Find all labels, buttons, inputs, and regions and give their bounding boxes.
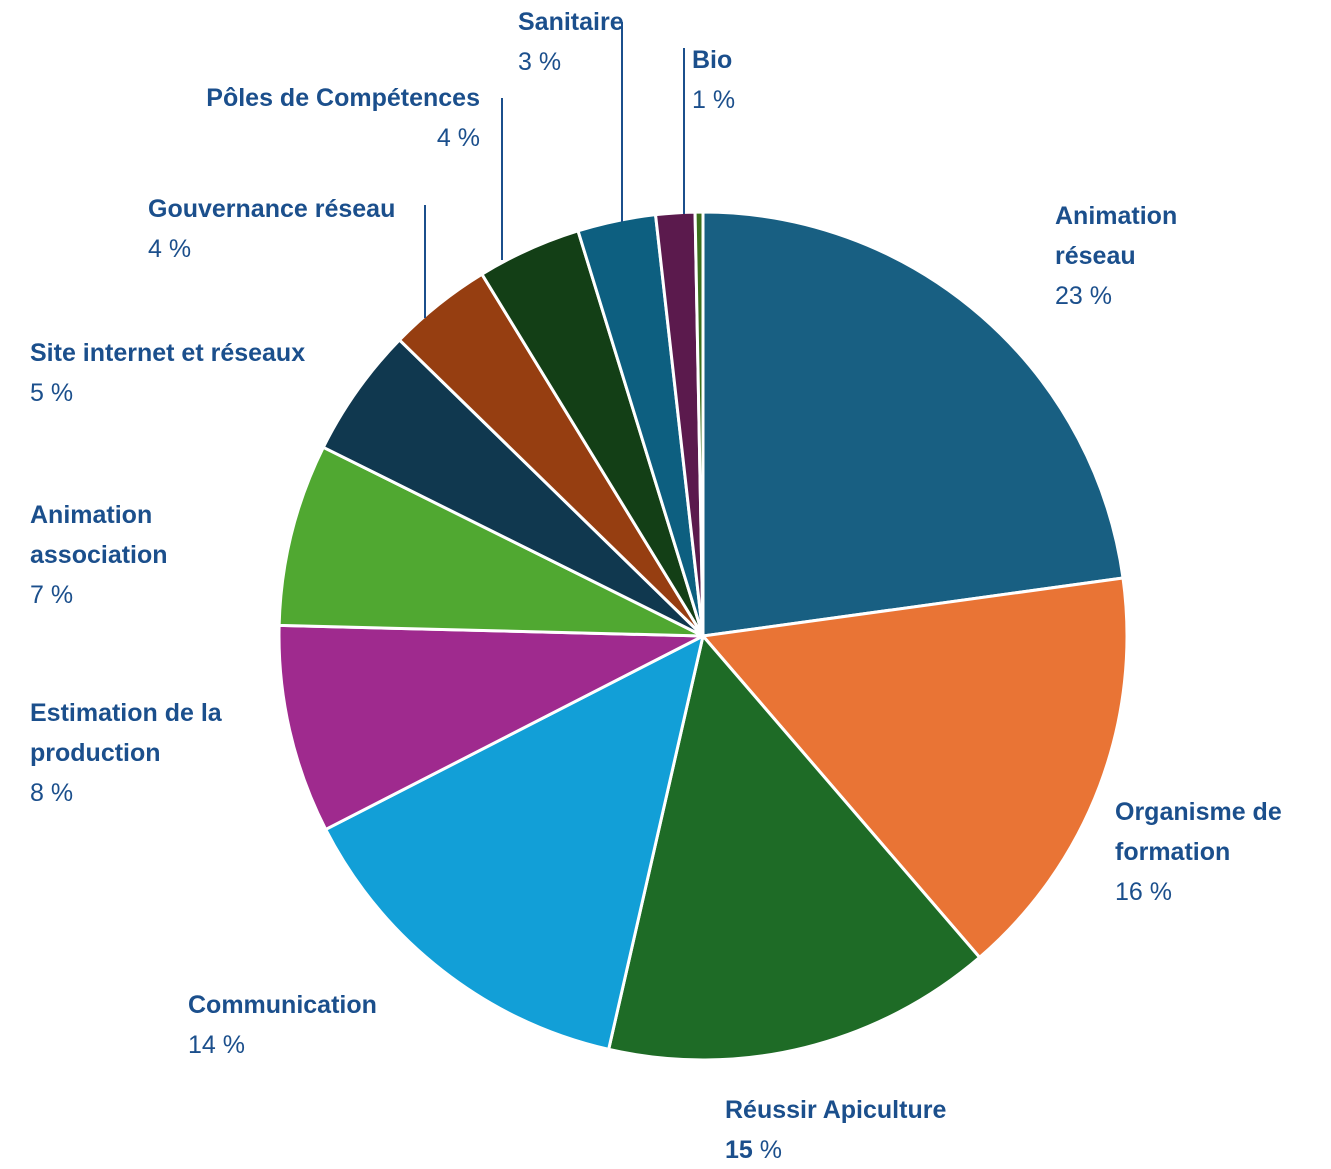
pie-slice-organisme-de-formation xyxy=(701,576,1129,959)
slice-label-value: 16 % xyxy=(1115,878,1172,906)
slice-label-name: Communication xyxy=(188,991,377,1019)
slice-label-value: 3 % xyxy=(518,48,561,76)
slice-label-value: 8 % xyxy=(30,779,73,807)
slice-label-name: Estimation de la xyxy=(30,699,223,727)
pie-slice-communication xyxy=(324,634,705,1051)
slice-label-value: 14 % xyxy=(188,1031,245,1059)
slice-label-value: 4 % xyxy=(437,124,480,152)
slice-label-name: réseau xyxy=(1055,242,1136,270)
slice-label-name: Réussir Apiculture xyxy=(725,1096,946,1124)
slice-label: Pôles de Compétences 4 % xyxy=(206,84,480,152)
slice-label-name: Organisme de xyxy=(1115,798,1282,826)
slice-label-value: 15 % xyxy=(725,1136,782,1164)
slice-label: Organisme de formation 16 % xyxy=(1115,798,1282,906)
slice-label: Communication 14 % xyxy=(188,991,377,1059)
slice-label-name: Pôles de Compétences xyxy=(206,84,480,112)
slice-label: Animation réseau 23 % xyxy=(1055,202,1177,310)
slice-label: Sanitaire 3 % xyxy=(518,8,624,76)
slice-label-name: production xyxy=(30,739,161,767)
slice-label-name: formation xyxy=(1115,838,1230,866)
slice-label-value: 4 % xyxy=(148,235,191,263)
slice-label: Site internet et réseaux 5 % xyxy=(30,339,305,407)
pie-slice-animation-association xyxy=(277,445,705,638)
slice-label-value: 7 % xyxy=(30,581,73,609)
slice-label: Bio 1 % xyxy=(692,46,735,114)
slice-label-value: 23 % xyxy=(1055,282,1112,310)
pie-slice-animation-reseau xyxy=(701,210,1125,638)
slice-label: Animation association 7 % xyxy=(30,501,168,609)
pie-slice-estimation-de-la-production xyxy=(277,623,705,831)
slice-label-value: 5 % xyxy=(30,379,73,407)
slice-label-name: Gouvernance réseau xyxy=(148,195,395,223)
slice-label-name: Sanitaire xyxy=(518,8,624,36)
slice-label-name: Site internet et réseaux xyxy=(30,339,305,367)
pie-slice-reussir-apiculture xyxy=(607,634,982,1062)
leader-lines xyxy=(424,22,685,318)
slice-label-value: 1 % xyxy=(692,86,735,114)
pie-slices xyxy=(277,210,1129,1062)
slice-labels: Animation réseau 23 % Organisme de formation… xyxy=(30,8,1282,1164)
slice-label-name: Animation xyxy=(1055,202,1177,230)
pie-slice-unlabeled xyxy=(693,210,705,638)
slice-label-name: association xyxy=(30,541,168,569)
slice-label: Gouvernance réseau 4 % xyxy=(148,195,395,263)
slice-label-name: Animation xyxy=(30,501,152,529)
slice-label-name: Bio xyxy=(692,46,732,74)
slice-label: Estimation de la production 8 % xyxy=(30,699,223,807)
slice-label: Réussir Apiculture 15 % xyxy=(725,1096,946,1164)
